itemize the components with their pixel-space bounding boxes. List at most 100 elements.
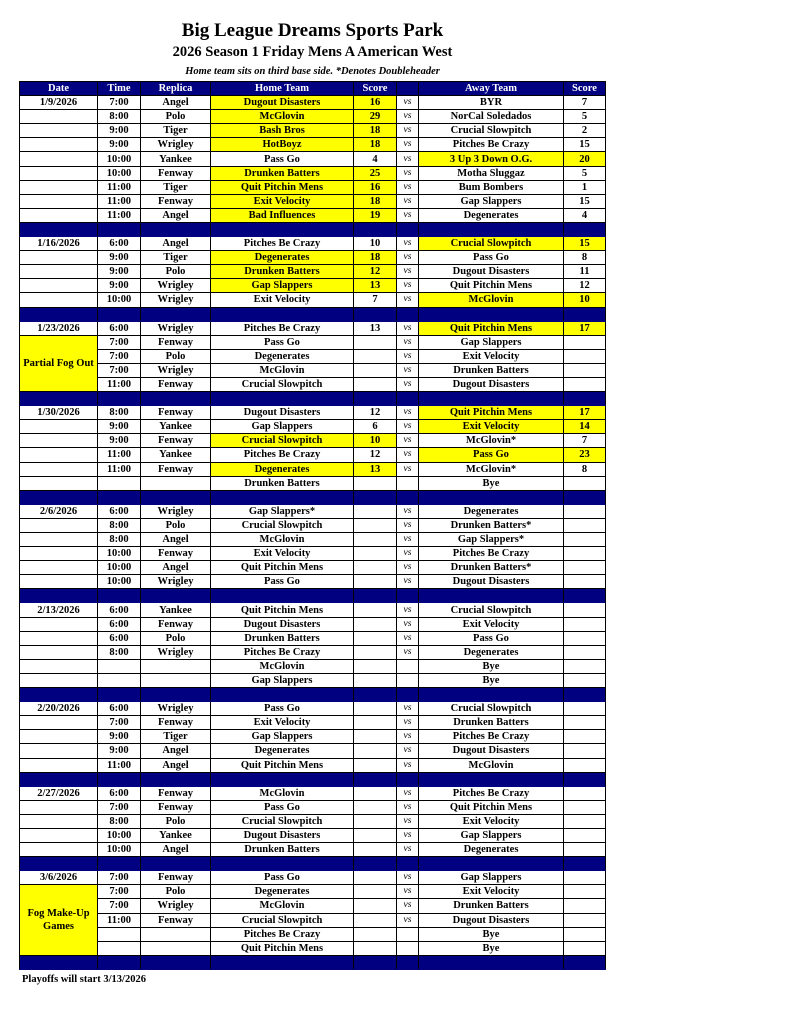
divider-cell — [210, 306, 354, 322]
divider-cell — [563, 221, 606, 238]
away-score-cell: 15 — [563, 236, 606, 252]
divider-cell — [210, 771, 354, 787]
replica-cell: Wrigley — [140, 362, 211, 378]
home-score-cell: 16 — [353, 95, 397, 111]
away-team-cell: Exit Velocity — [418, 884, 564, 900]
divider-cell — [97, 771, 141, 787]
time-cell: 10:00 — [97, 574, 141, 590]
away-score-cell — [563, 940, 606, 956]
col-home-team: Home Team — [210, 80, 354, 97]
table-row: 8:00 Wrigley Pitches Be Crazy vs Degenerates — [19, 644, 606, 660]
home-score-cell — [353, 827, 397, 844]
date-cell — [19, 447, 98, 463]
table-row: 7:00 Fenway Pass Go vs Quit Pitchin Mens — [19, 799, 606, 815]
replica-cell: Angel — [140, 757, 211, 773]
replica-cell: Angel — [140, 560, 211, 576]
away-team-cell: Dugout Disasters — [418, 743, 564, 759]
divider-cell — [97, 687, 141, 703]
divider-cell — [418, 588, 564, 604]
replica-cell: Wrigley — [140, 574, 211, 590]
away-team-cell: Bye — [418, 475, 564, 491]
home-score-cell — [353, 602, 397, 618]
replica-cell: Fenway — [140, 165, 211, 181]
time-cell — [97, 658, 141, 674]
replica-cell: Fenway — [140, 193, 211, 209]
home-score-cell: 18 — [353, 250, 397, 266]
replica-cell — [140, 658, 211, 674]
away-score-cell: 1 — [563, 179, 606, 195]
time-cell: 11:00 — [97, 376, 141, 393]
home-team-cell: Pitches Be Crazy — [210, 320, 354, 336]
home-team-cell: Gap Slappers — [210, 419, 354, 435]
away-team-cell: Quit Pitchin Mens — [418, 278, 564, 294]
section-divider — [19, 687, 606, 703]
table-row: 11:00 Fenway Exit Velocity 18 vs Gap Slappers… — [19, 193, 606, 209]
away-score-cell: 12 — [563, 278, 606, 294]
divider-cell — [418, 771, 564, 787]
away-score-cell — [563, 475, 606, 491]
home-team-cell: Degenerates — [210, 250, 354, 266]
home-score-cell — [353, 475, 397, 491]
date-cell — [19, 827, 98, 844]
away-team-cell: Drunken Batters — [418, 362, 564, 378]
table-row: 2/13/2026 6:00 Yankee Quit Pitchin Mens vs Cr… — [19, 602, 606, 618]
away-team-cell: Quit Pitchin Mens — [418, 405, 564, 421]
vs-label: vs — [396, 884, 419, 900]
away-team-cell: McGlovin — [418, 292, 564, 308]
replica-cell: Wrigley — [140, 644, 211, 660]
divider-cell — [140, 221, 211, 238]
divider-cell — [19, 391, 98, 407]
divider-cell — [353, 391, 397, 407]
home-score-cell: 13 — [353, 278, 397, 294]
away-score-cell — [563, 362, 606, 378]
vs-label: vs — [396, 560, 419, 576]
replica-cell: Fenway — [140, 870, 211, 886]
home-score-cell: 7 — [353, 292, 397, 308]
replica-cell: Wrigley — [140, 320, 211, 336]
away-team-cell: Bye — [418, 658, 564, 674]
divider-cell — [563, 856, 606, 872]
divider-cell — [353, 954, 397, 970]
home-team-cell: Pitches Be Crazy — [210, 236, 354, 252]
divider-cell — [396, 954, 419, 970]
table-row: 9:00 Fenway Crucial Slowpitch 10 vs McGlovin*… — [19, 433, 606, 449]
away-team-cell: Degenerates — [418, 503, 564, 519]
vs-label: vs — [396, 447, 419, 463]
time-cell: 8:00 — [97, 644, 141, 660]
divider-cell — [210, 856, 354, 872]
divider-cell — [563, 588, 606, 604]
replica-cell: Angel — [140, 531, 211, 548]
away-score-cell: 23 — [563, 447, 606, 463]
away-team-cell: Degenerates — [418, 842, 564, 858]
away-team-cell: Pitches Be Crazy — [418, 137, 564, 153]
divider-cell — [353, 687, 397, 703]
away-team-cell: McGlovin — [418, 757, 564, 773]
away-score-cell — [563, 926, 606, 942]
vs-label: vs — [396, 179, 419, 195]
divider-cell — [353, 771, 397, 787]
divider-cell — [19, 771, 98, 787]
away-team-cell: Pitches Be Crazy — [418, 729, 564, 745]
date-cell: 2/13/2026 — [19, 602, 98, 618]
away-score-cell — [563, 616, 606, 632]
home-score-cell — [353, 672, 397, 689]
vs-label: vs — [396, 757, 419, 773]
vs-label: vs — [396, 785, 419, 801]
time-cell: 7:00 — [97, 898, 141, 914]
home-team-cell: McGlovin — [210, 898, 354, 914]
time-cell: 9:00 — [97, 250, 141, 266]
home-team-cell: Gap Slappers* — [210, 503, 354, 519]
replica-cell: Fenway — [140, 799, 211, 815]
table-row: Gap Slappers Bye — [19, 672, 606, 689]
vs-label: vs — [396, 348, 419, 364]
home-score-cell: 12 — [353, 405, 397, 421]
home-team-cell: HotBoyz — [210, 137, 354, 153]
away-score-cell: 5 — [563, 109, 606, 125]
section-divider — [19, 391, 606, 407]
replica-cell: Wrigley — [140, 503, 211, 519]
vs-label: vs — [396, 701, 419, 717]
vs-label: vs — [396, 207, 419, 223]
date-cell — [19, 264, 98, 280]
table-row: 11:00 Fenway Degenerates 13 vs McGlovin* 8 — [19, 461, 606, 477]
home-score-cell: 12 — [353, 447, 397, 463]
